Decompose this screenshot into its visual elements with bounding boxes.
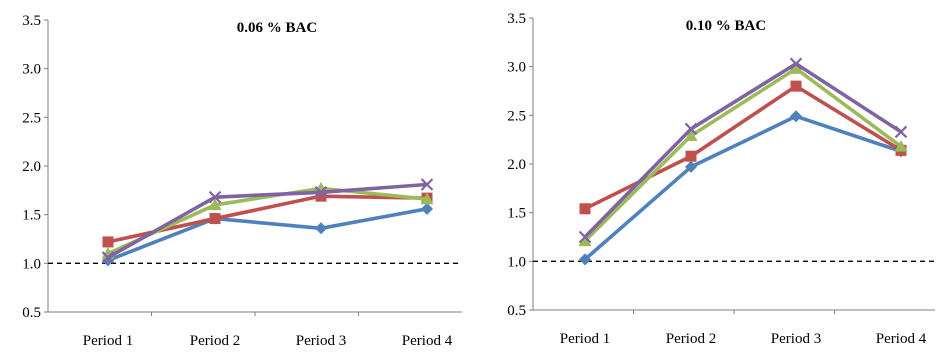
data-point (421, 202, 433, 215)
chart-panel-2: 0.10 % BAC 0.5 1.0 1.5 2.0 2.5 3.0 3.5 Period 1 P… (507, 11, 935, 347)
y-tick-label: 1.0 (22, 256, 41, 272)
data-point (790, 80, 802, 92)
series-line (583, 66, 903, 243)
data-point (789, 57, 803, 71)
data-point (314, 186, 328, 199)
data-point (102, 236, 114, 248)
y-tick-label: 3.5 (507, 11, 526, 27)
series-3 (578, 62, 908, 247)
y-tick-label: 2.5 (22, 110, 41, 126)
y-tick-label: 2.0 (507, 157, 526, 173)
series-line (106, 207, 429, 263)
data-point (789, 62, 803, 74)
data-point (420, 178, 434, 191)
y-tick-label: 1.0 (507, 254, 526, 270)
chart-title: 0.10 % BAC (686, 18, 766, 34)
chart-title: 0.06 % BAC (237, 20, 317, 36)
x-tick-label: Period 4 (402, 333, 453, 349)
data-point (684, 122, 698, 136)
y-tick-label: 2.0 (22, 159, 41, 175)
data-point (684, 129, 698, 141)
data-point (208, 198, 222, 211)
y-tick-label: 3.0 (22, 62, 41, 78)
data-point (579, 203, 591, 215)
data-point (579, 253, 591, 266)
y-tick-label: 0.5 (507, 303, 526, 319)
data-point (578, 230, 592, 244)
series-line (583, 61, 903, 239)
series-2 (102, 190, 433, 248)
y-tick-label: 0.5 (22, 305, 41, 321)
series-line (583, 114, 903, 262)
data-point (101, 251, 115, 264)
series-4 (101, 178, 434, 264)
y-tick-label: 3.0 (507, 60, 526, 76)
data-point (209, 213, 221, 225)
data-point (894, 125, 908, 139)
x-tick-label: Period 1 (560, 331, 610, 347)
x-tick-label: Period 3 (771, 331, 821, 347)
series-line (106, 182, 429, 260)
data-point (894, 139, 908, 152)
data-point (315, 222, 327, 235)
y-tick-label: 1.5 (22, 208, 41, 224)
data-point (208, 190, 222, 204)
chart-panel-1: 0.06 % BAC 0.5 1.0 1.5 2.0 2.5 3.0 3.5 Period 1 P… (22, 13, 462, 349)
x-tick-label: Period 1 (83, 333, 133, 349)
x-tick-label: Period 2 (190, 333, 240, 349)
data-point (315, 190, 327, 202)
data-point (578, 234, 592, 247)
series-4 (578, 57, 908, 244)
data-point (685, 160, 697, 173)
data-point (790, 110, 802, 123)
y-tick-label: 2.5 (507, 108, 526, 124)
data-point (420, 192, 434, 205)
x-tick-label: Period 2 (666, 331, 716, 347)
y-tick-label: 1.5 (507, 206, 526, 222)
x-tick-label: Period 4 (876, 331, 927, 347)
data-point (685, 150, 697, 162)
x-tick-label: Period 3 (296, 333, 346, 349)
y-tick-label: 3.5 (22, 13, 41, 29)
